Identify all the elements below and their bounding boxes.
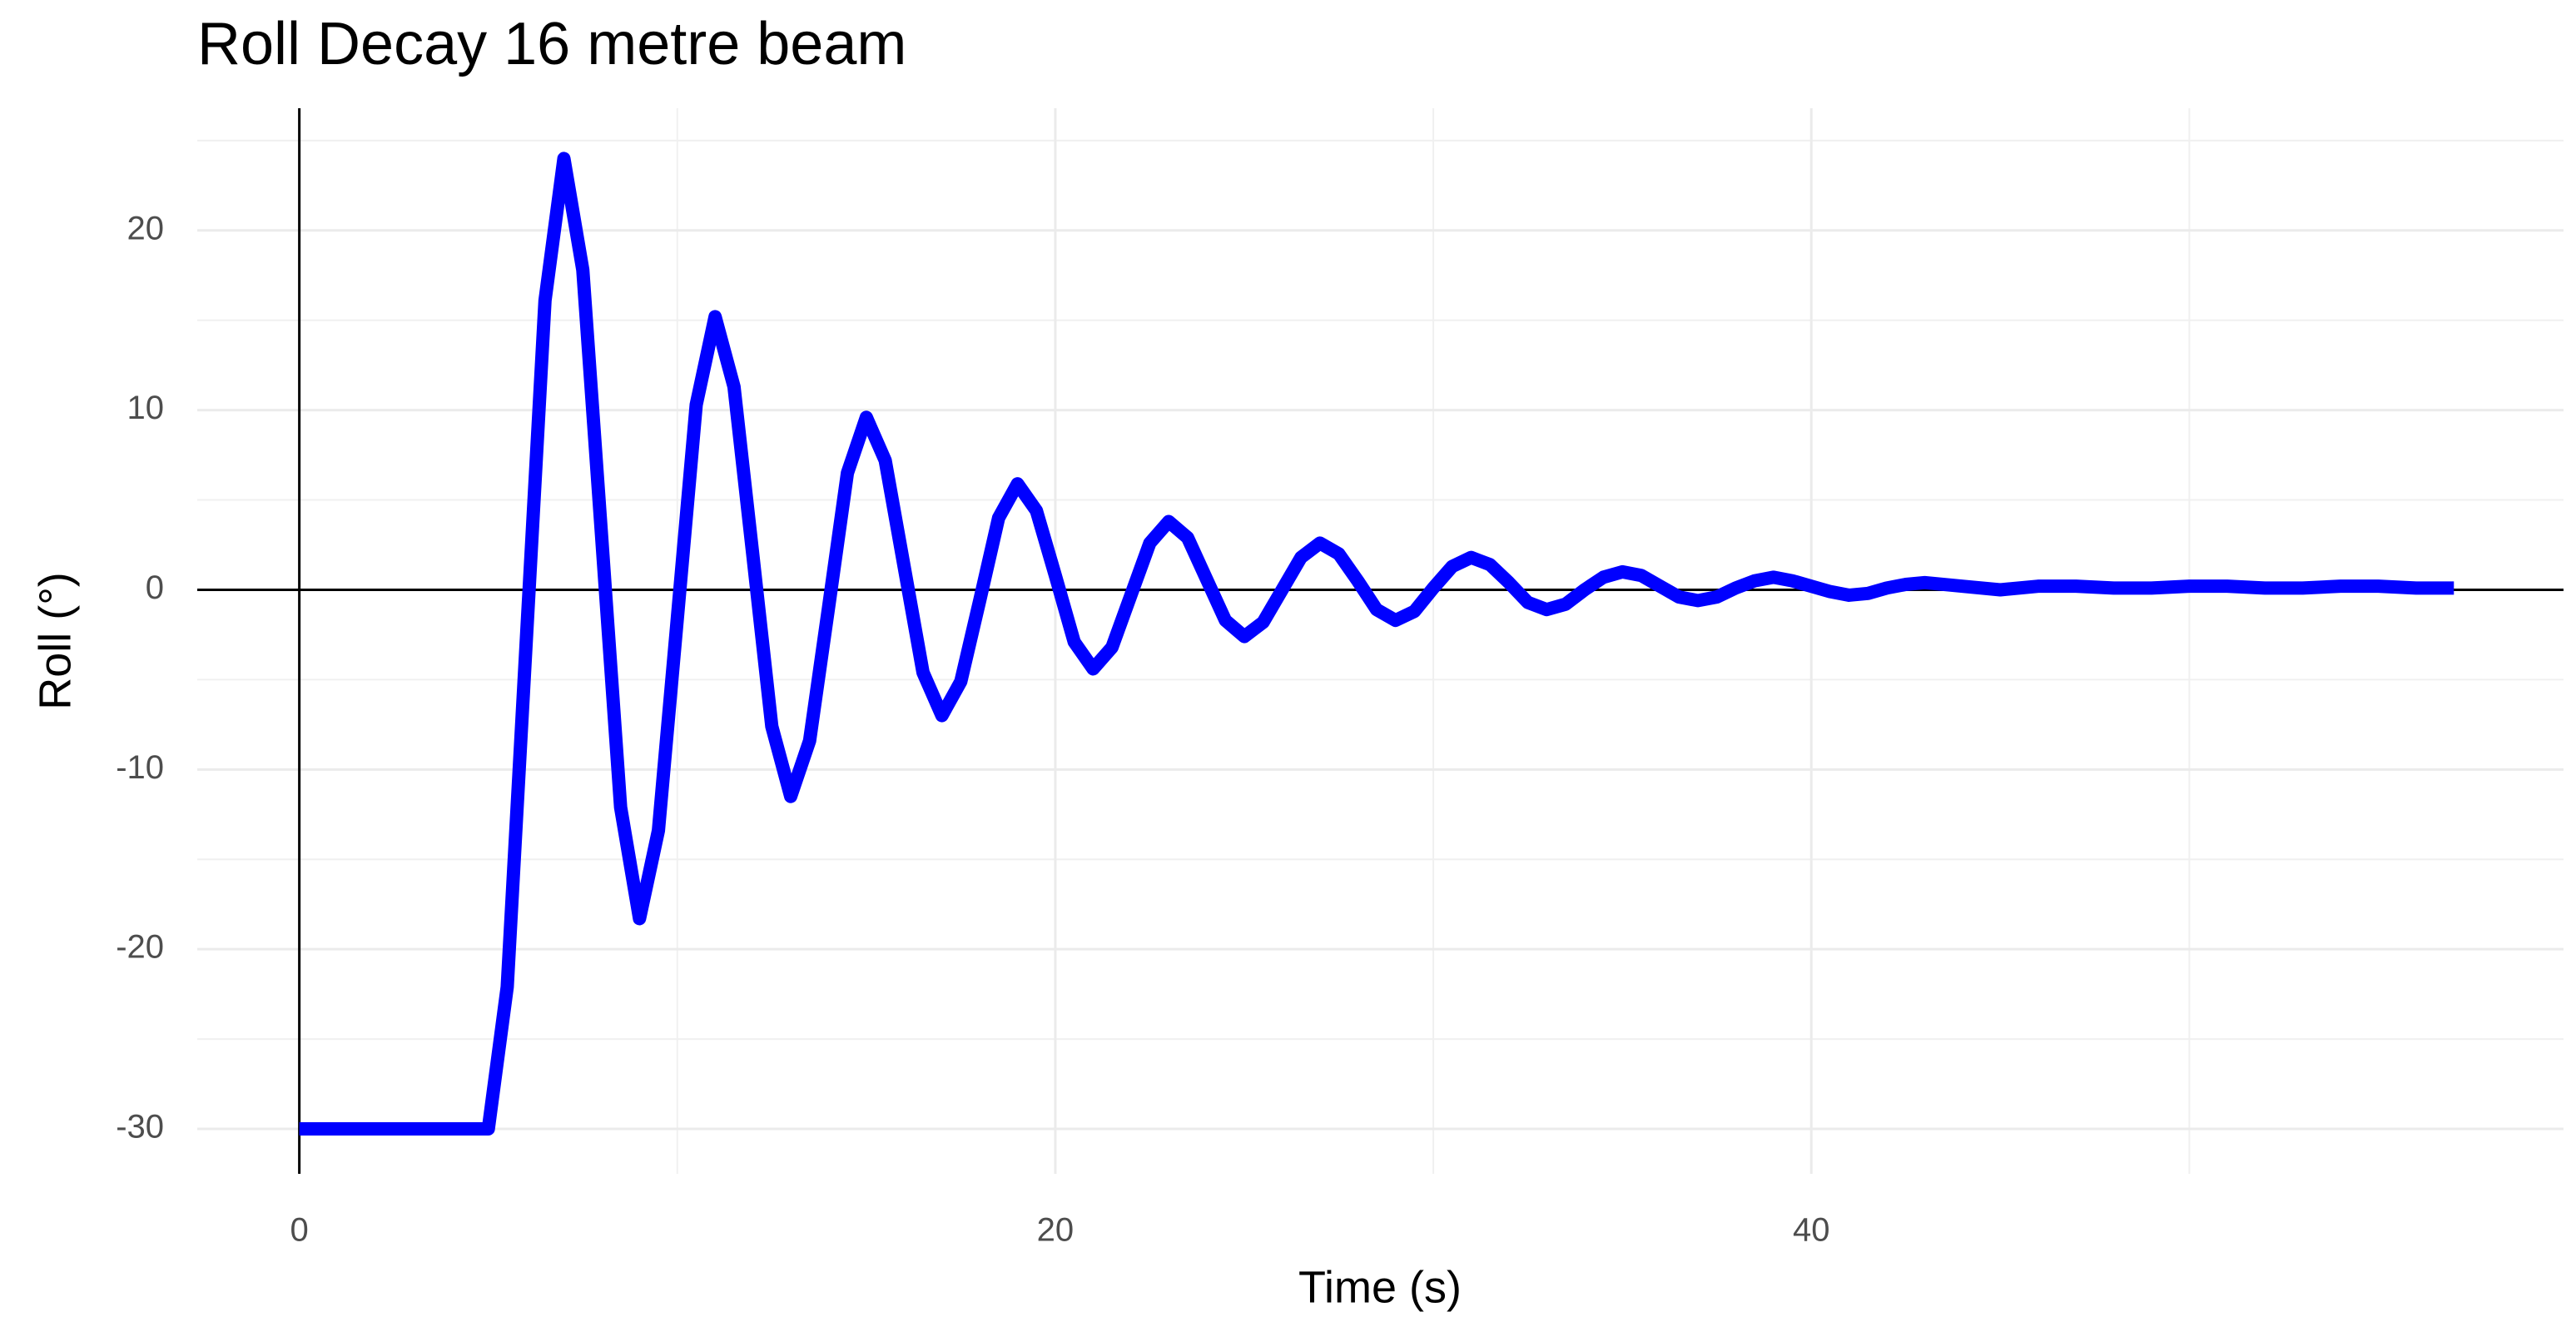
roll-line <box>299 152 2454 1136</box>
y-tick-label: -20 <box>116 929 164 966</box>
y-tick-label: 0 <box>146 569 164 606</box>
y-tick-label: 10 <box>127 390 165 426</box>
y-tick-label: -30 <box>116 1109 164 1146</box>
x-tick-label: 40 <box>1793 1212 1830 1249</box>
y-tick-label: -10 <box>116 749 164 786</box>
y-axis-label: Roll (°) <box>30 572 80 710</box>
chart-title: Roll Decay 16 metre beam <box>197 11 906 77</box>
y-tick-label: 20 <box>127 210 165 246</box>
x-tick-label: 20 <box>1037 1212 1075 1249</box>
x-axis-label: Time (s) <box>1298 1262 1462 1312</box>
x-tick-label: 0 <box>290 1212 308 1249</box>
